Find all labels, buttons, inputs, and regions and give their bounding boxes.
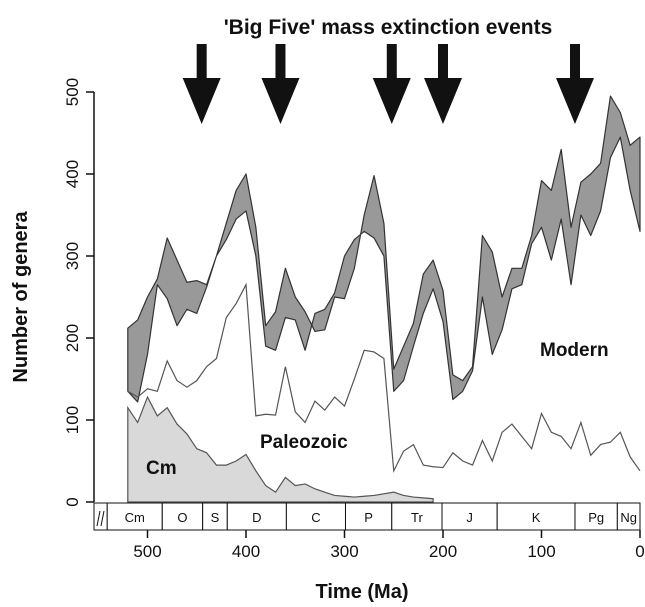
period-label: S — [211, 510, 220, 525]
period-label: P — [364, 510, 373, 525]
period-bar: Cm O S D C P Tr J K Pg Ng — [93, 502, 641, 531]
plot-area — [127, 95, 641, 503]
y-axis: 0 100 200 300 400 500 — [63, 78, 95, 507]
x-tick-label: 500 — [133, 542, 161, 561]
x-axis-label: Time (Ma) — [316, 581, 409, 603]
series-label-paleozoic: Paleozoic — [260, 432, 348, 453]
x-tick-label: 400 — [232, 542, 260, 561]
y-tick-label: 400 — [63, 160, 82, 188]
extinction-arrow — [182, 44, 221, 124]
x-tick-label: 100 — [527, 542, 555, 561]
period-label: C — [311, 510, 320, 525]
period-cell — [391, 502, 443, 531]
period-cell — [106, 502, 163, 531]
extinction-arrow — [555, 44, 594, 124]
series-paleozoic-line — [127, 282, 641, 474]
y-tick-label: 300 — [63, 242, 82, 270]
period-label: O — [177, 510, 187, 525]
x-tick-label: 0 — [635, 542, 644, 561]
axis-break-box — [93, 502, 108, 531]
period-label: Pg — [588, 510, 604, 525]
period-label: Tr — [411, 510, 423, 525]
extinction-arrow — [424, 44, 462, 124]
y-tick-label: 100 — [63, 406, 82, 434]
x-tick-label: 300 — [330, 542, 358, 561]
series-modern-band — [127, 95, 641, 403]
series-cm-area — [127, 395, 434, 503]
extinction-arrows — [182, 44, 594, 124]
x-axis: 500 400 300 200 100 0 — [133, 530, 645, 561]
extinction-arrow — [261, 44, 300, 124]
axis-break-mark — [96, 510, 105, 527]
period-cell — [441, 502, 498, 531]
period-label: D — [252, 510, 261, 525]
chart-title: 'Big Five' mass extinction events — [224, 16, 553, 39]
series-label-cm: Cm — [146, 458, 177, 479]
x-tick-label: 200 — [429, 542, 457, 561]
extinction-arrow — [372, 44, 411, 124]
y-tick-label: 0 — [63, 497, 82, 506]
period-label: Ng — [620, 510, 637, 525]
period-label: J — [466, 510, 473, 525]
y-tick-label: 500 — [63, 78, 82, 106]
y-axis-label: Number of genera — [10, 211, 32, 383]
series-label-modern: Modern — [540, 340, 609, 361]
y-tick-label: 200 — [63, 324, 82, 352]
period-cell — [496, 502, 576, 531]
period-cell — [616, 502, 641, 531]
period-label: K — [532, 510, 541, 525]
period-label: Cm — [125, 510, 145, 525]
